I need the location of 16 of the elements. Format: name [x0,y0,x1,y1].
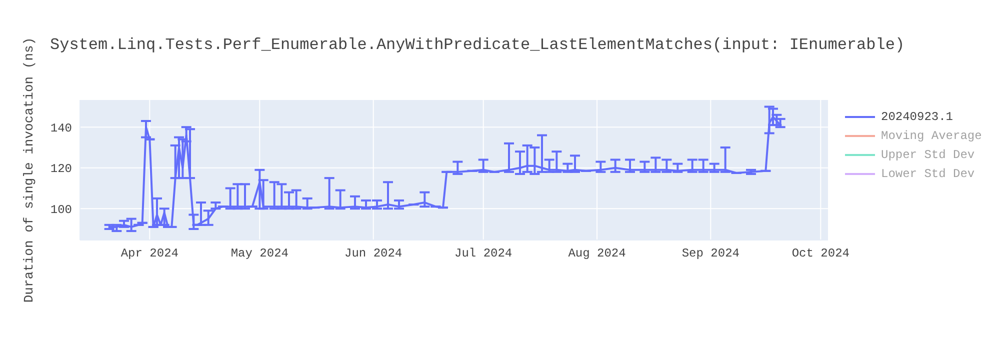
x-tick-label: Jun 2024 [344,246,402,261]
legend-label: Lower Std Dev [881,166,975,180]
legend-label: Upper Std Dev [881,148,975,162]
x-tick-label: Oct 2024 [792,246,850,261]
x-tick-label: Jul 2024 [454,246,512,261]
y-tick-label: 100 [50,202,72,217]
legend-label: Moving Average [881,128,982,142]
y-axis-title: Duration of single invocation (ns) [22,37,37,303]
legend-label: 20240923.1 [881,110,954,124]
x-tick-label: Apr 2024 [120,246,178,261]
y-tick-label: 140 [50,121,72,136]
chart-title: System.Linq.Tests.Perf_Enumerable.AnyWithPredicate_LastElementMatches(input: IEnumerable) [50,36,905,54]
x-tick-label: Aug 2024 [568,246,626,261]
y-tick-label: 120 [50,162,72,176]
x-tick-label: May 2024 [230,246,288,261]
x-tick-label: Sep 2024 [682,246,740,261]
